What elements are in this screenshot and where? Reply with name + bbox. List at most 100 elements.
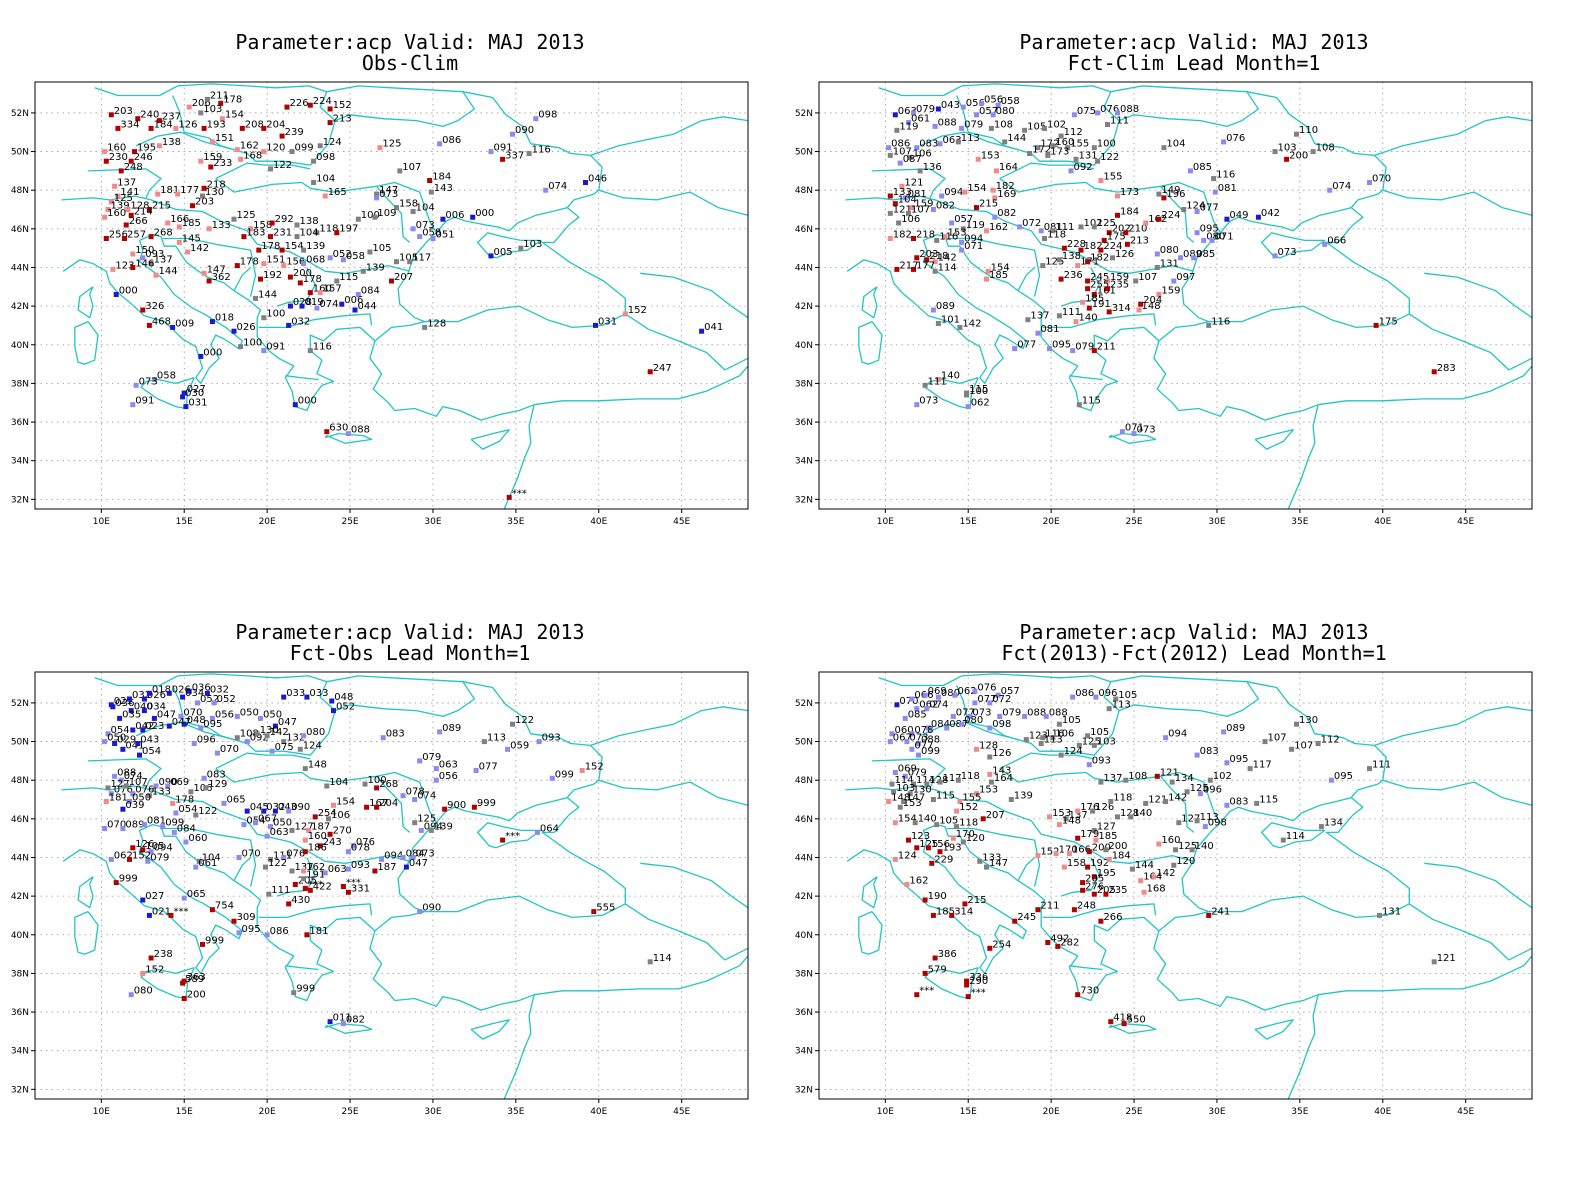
station-value: 073 xyxy=(1278,247,1297,258)
station-value: 080 xyxy=(134,986,153,997)
station-marker xyxy=(1106,230,1112,236)
station-marker xyxy=(987,725,993,731)
station-marker xyxy=(165,783,171,789)
station: 125 xyxy=(108,193,133,205)
station: 106 xyxy=(907,148,932,160)
station-marker xyxy=(952,692,958,698)
station-marker xyxy=(340,257,346,263)
coastline xyxy=(1181,831,1410,919)
station-value: 182 xyxy=(1084,241,1103,252)
station-marker xyxy=(130,845,136,851)
station: 114 xyxy=(911,775,935,787)
station-marker xyxy=(1073,156,1079,162)
station-marker xyxy=(1091,224,1097,230)
station: 187 xyxy=(372,862,396,874)
station-value: 000 xyxy=(119,286,138,297)
station: 158 xyxy=(394,199,418,211)
station-marker xyxy=(234,263,240,269)
station: 151 xyxy=(261,255,285,267)
station: 060 xyxy=(183,833,207,845)
lat-tick-label: 38N xyxy=(795,969,813,979)
coastline xyxy=(1153,320,1319,509)
station-value: 182 xyxy=(996,181,1015,192)
station: 074 xyxy=(412,791,436,802)
station-marker xyxy=(183,839,189,845)
station-value: 204 xyxy=(379,798,398,809)
station-marker xyxy=(345,866,351,872)
station: 106 xyxy=(896,214,920,226)
station: 046 xyxy=(583,174,607,185)
station-marker xyxy=(974,205,979,211)
station: 079 xyxy=(959,119,983,131)
station-marker xyxy=(236,855,242,860)
station: 040 xyxy=(128,702,153,714)
coastline xyxy=(1060,267,1100,307)
station-value: 137 xyxy=(1069,810,1088,821)
station-marker xyxy=(622,311,628,317)
station-marker xyxy=(930,207,936,212)
station: 086 xyxy=(437,135,461,147)
station-value: 121 xyxy=(1160,767,1179,778)
station-marker xyxy=(1187,168,1193,174)
station: 121 xyxy=(1431,953,1456,965)
station-marker xyxy=(287,303,293,309)
station-value: 148 xyxy=(308,760,327,771)
station-marker xyxy=(990,187,996,193)
station-marker xyxy=(219,116,225,122)
station-value: 073 xyxy=(416,849,435,860)
station: 193 xyxy=(201,119,226,131)
station-marker xyxy=(170,324,176,330)
station-value: 190 xyxy=(928,891,947,902)
station-value: 130 xyxy=(1299,715,1318,726)
station-value: 050 xyxy=(240,707,259,718)
lat-tick-label: 32N xyxy=(795,1085,813,1095)
station-marker xyxy=(1071,907,1077,913)
station-value: 125 xyxy=(1178,841,1197,852)
station-value: 066 xyxy=(1327,235,1346,246)
station-marker xyxy=(314,230,320,236)
station: 589 xyxy=(180,974,204,986)
station-value: 111 xyxy=(1055,222,1074,233)
station: 083 xyxy=(1194,746,1219,758)
station-value: 079 xyxy=(964,119,983,130)
coastline xyxy=(1325,797,1410,904)
station: 138 xyxy=(1056,251,1081,263)
station-marker xyxy=(1123,777,1129,783)
station-marker xyxy=(1310,149,1316,155)
station-value: 095 xyxy=(1229,754,1248,765)
coastline xyxy=(1181,241,1410,329)
station-value: 072 xyxy=(1022,218,1041,229)
station: 175 xyxy=(1101,231,1126,243)
station-value: 070 xyxy=(220,744,239,755)
station-value: 054 xyxy=(142,746,161,757)
station: 063 xyxy=(322,864,347,876)
station-marker xyxy=(1086,762,1092,768)
station-value: 079 xyxy=(150,852,169,863)
station-marker xyxy=(261,315,267,321)
station-value: 196 xyxy=(1166,189,1185,200)
station: 150 xyxy=(130,245,154,257)
station: 074 xyxy=(543,181,567,193)
station-marker xyxy=(128,992,134,998)
station: 104 xyxy=(294,228,319,240)
station: 112 xyxy=(1058,127,1083,139)
station-marker xyxy=(972,700,978,706)
station-value: 074 xyxy=(1332,181,1351,192)
station-marker xyxy=(987,945,993,951)
station-value: 140 xyxy=(1195,841,1214,852)
station-value: 106 xyxy=(331,810,350,821)
station-marker xyxy=(1212,189,1218,195)
station: 147 xyxy=(201,264,226,276)
station-marker xyxy=(291,990,297,996)
station-value: 095 xyxy=(203,719,222,730)
station-value: 105 xyxy=(1062,715,1081,726)
station: 058 xyxy=(340,251,365,263)
station: 057 xyxy=(949,214,973,226)
station: 140 xyxy=(935,371,960,382)
station: 095 xyxy=(236,924,261,936)
station: 152 xyxy=(622,305,647,317)
station-value: 125 xyxy=(1045,257,1064,268)
station-value: 067 xyxy=(258,814,277,825)
station-value: 083 xyxy=(1229,796,1248,807)
